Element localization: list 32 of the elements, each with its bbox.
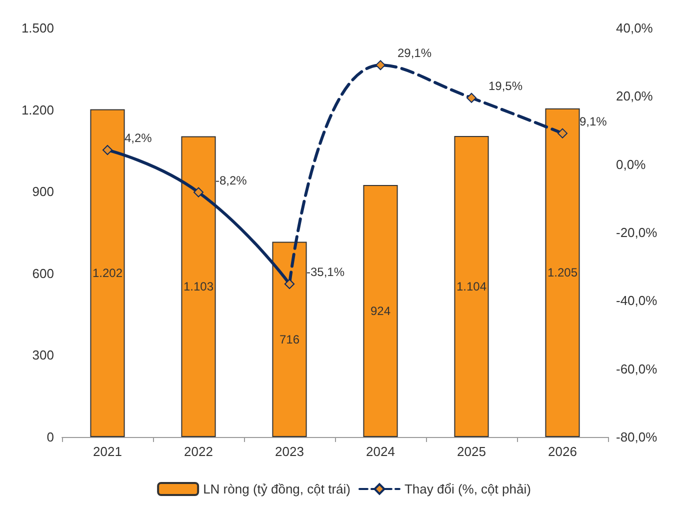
y2-tick-label: 0,0% bbox=[616, 156, 646, 172]
data-label: 29,1% bbox=[398, 46, 432, 60]
y-tick-label: 900 bbox=[32, 184, 54, 200]
x-tick-label: 2023 bbox=[275, 444, 304, 459]
data-label: -8,2% bbox=[216, 173, 248, 188]
y-tick-label: 600 bbox=[32, 266, 54, 281]
y-tick-label: 1.500 bbox=[21, 20, 54, 36]
data-label: 1.205 bbox=[547, 266, 578, 280]
data-label: 716 bbox=[279, 332, 300, 346]
data-label: -35,1% bbox=[306, 264, 345, 279]
x-tick-label: 2026 bbox=[548, 444, 577, 459]
legend-label: Thay đổi (%, cột phải) bbox=[404, 482, 531, 496]
y2-tick-label: -20,0% bbox=[616, 225, 658, 240]
x-tick-label: 2021 bbox=[93, 444, 122, 459]
legend-label: LN ròng (tỷ đồng, cột trái) bbox=[203, 482, 350, 496]
y2-tick-label: -80,0% bbox=[616, 430, 658, 444]
data-label: 19,5% bbox=[488, 78, 523, 93]
y-tick-label: 0 bbox=[46, 430, 54, 444]
y2-tick-label: 20,0% bbox=[616, 88, 654, 104]
data-label: 1.103 bbox=[183, 280, 214, 294]
y2-tick-label: -60,0% bbox=[616, 361, 658, 376]
x-tick-label: 2024 bbox=[366, 444, 395, 459]
y2-tick-label: -40,0% bbox=[616, 293, 658, 308]
data-label: 1.202 bbox=[92, 266, 123, 280]
y2-tick-label: 40,0% bbox=[616, 20, 654, 36]
y-tick-label: 1.200 bbox=[21, 102, 54, 118]
data-label: 9,1% bbox=[580, 114, 608, 128]
data-label: 1.104 bbox=[456, 279, 487, 294]
data-label: 924 bbox=[370, 304, 391, 318]
y-tick-label: 300 bbox=[32, 348, 54, 363]
x-tick-label: 2022 bbox=[184, 444, 213, 459]
x-tick-label: 2025 bbox=[457, 444, 486, 459]
